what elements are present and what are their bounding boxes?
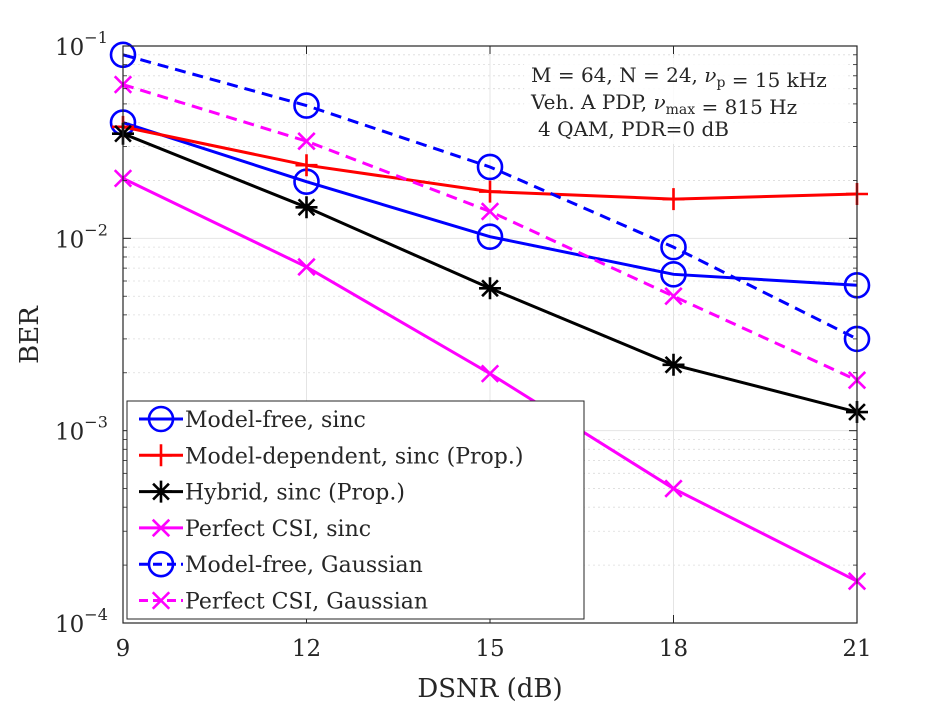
legend-label: Model-free, Gaussian [185, 553, 423, 578]
circle-marker [147, 550, 175, 578]
y-tick-label: 10−3 [55, 413, 108, 446]
x-tick-label: 15 [475, 636, 504, 662]
legend-box [126, 400, 585, 620]
asterisk-marker [150, 480, 172, 503]
legend: Model-free, sinc Model-dependent, sinc (P… [126, 400, 585, 620]
x-marker [151, 591, 171, 610]
x-tick-label: 21 [842, 636, 871, 662]
legend-item: Perfect CSI, sinc [139, 517, 371, 542]
x-marker [151, 518, 171, 538]
series-line [122, 53, 858, 341]
legend-item: Perfect CSI, Gaussian [139, 590, 428, 615]
legend-label: Model-dependent, sinc (Prop.) [185, 444, 523, 469]
y-tick-label: 10−1 [55, 28, 108, 61]
x-marker [480, 202, 500, 221]
legend-label: Hybrid, sinc (Prop.) [185, 481, 405, 506]
circle-marker [476, 153, 504, 181]
plus-marker [295, 154, 318, 177]
x-tick-labels: 9 12 15 18 21 [116, 636, 872, 662]
circle-marker [476, 223, 504, 250]
plus-marker [150, 444, 172, 467]
legend-item: Model-free, sinc [139, 405, 366, 433]
asterisk-marker [295, 196, 318, 219]
x-marker [480, 364, 500, 383]
circle-marker [147, 405, 175, 433]
legend-label: Perfect CSI, Gaussian [185, 590, 428, 615]
annotation-line: 4 QAM, PDR=0 dB [538, 117, 729, 141]
tick-marks [122, 45, 858, 624]
y-axis-label: BER [15, 305, 45, 364]
x-marker [297, 257, 316, 277]
x-marker [297, 132, 316, 151]
x-tick-label: 12 [292, 636, 321, 662]
annotation-line: Veh. A PDP, νmax = 815 Hz [530, 90, 797, 119]
y-tick-label: 10−4 [55, 605, 108, 638]
x-marker [664, 287, 683, 306]
asterisk-marker [479, 277, 501, 300]
legend-item: Model-dependent, sinc (Prop.) [139, 444, 523, 469]
x-tick-label: 18 [659, 636, 688, 662]
annotation-line: M = 64, N = 24, νp = 15 kHz [531, 63, 827, 92]
x-marker [664, 479, 683, 498]
legend-label: Perfect CSI, sinc [185, 517, 371, 542]
legend-item: Model-free, Gaussian [139, 550, 423, 578]
legend-item: Hybrid, sinc (Prop.) [139, 480, 405, 506]
legend-label: Model-free, sinc [185, 408, 366, 433]
y-tick-label: 10−2 [55, 220, 108, 253]
annotation-background [524, 58, 846, 144]
asterisk-marker [662, 353, 685, 376]
x-axis-label: DSNR (dB) [417, 674, 562, 704]
y-tick-labels: 10−4 10−3 10−2 10−1 [55, 28, 108, 638]
plus-marker [662, 188, 685, 211]
circle-marker [293, 92, 320, 119]
x-tick-label: 9 [116, 636, 131, 662]
circle-marker [660, 233, 687, 261]
circle-marker [660, 261, 687, 288]
plus-marker [479, 180, 501, 203]
